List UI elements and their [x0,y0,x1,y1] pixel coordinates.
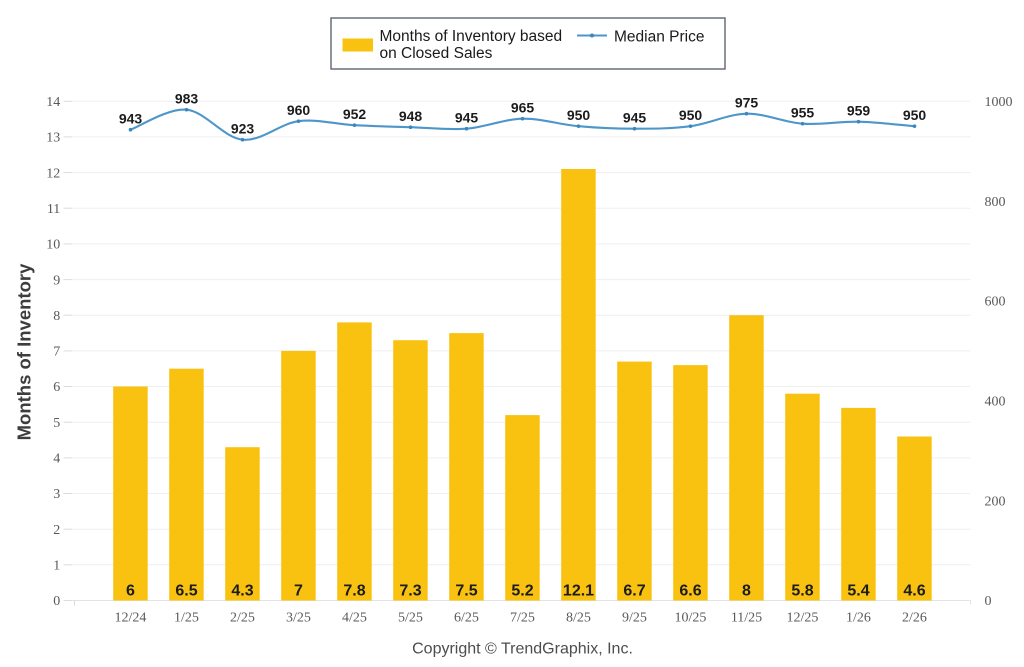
svg-text:7.3: 7.3 [399,583,421,600]
svg-text:7: 7 [294,583,303,600]
svg-text:983: 983 [175,91,199,107]
svg-text:6.5: 6.5 [175,583,197,600]
svg-text:7.8: 7.8 [343,583,365,600]
svg-text:3/25: 3/25 [286,611,311,626]
svg-text:6: 6 [53,380,60,395]
svg-text:1/25: 1/25 [174,611,199,626]
svg-text:5.2: 5.2 [511,583,533,600]
svg-text:10: 10 [46,238,60,253]
svg-text:600: 600 [985,295,1006,310]
svg-text:952: 952 [343,106,367,122]
svg-text:0: 0 [985,594,992,609]
svg-text:1000: 1000 [985,95,1013,110]
svg-text:943: 943 [119,111,143,127]
svg-text:4.6: 4.6 [903,583,925,600]
svg-text:12/24: 12/24 [115,611,147,626]
svg-text:Median Price: Median Price [614,29,704,46]
svg-text:on Closed Sales: on Closed Sales [380,45,493,62]
svg-text:5.4: 5.4 [847,583,869,600]
svg-text:2: 2 [53,523,60,538]
svg-text:12.1: 12.1 [563,583,594,600]
svg-text:9/25: 9/25 [622,611,647,626]
svg-text:800: 800 [985,195,1006,210]
svg-text:7: 7 [53,345,60,360]
svg-text:14: 14 [46,95,60,110]
svg-text:5/25: 5/25 [398,611,423,626]
svg-text:8/25: 8/25 [566,611,591,626]
svg-text:12: 12 [46,166,60,181]
svg-text:965: 965 [511,100,535,116]
svg-text:11/25: 11/25 [731,611,762,626]
svg-text:9: 9 [53,273,60,288]
svg-text:10/25: 10/25 [675,611,707,626]
svg-text:13: 13 [46,131,60,146]
svg-text:2/25: 2/25 [230,611,255,626]
svg-text:Copyright © TrendGraphix, Inc.: Copyright © TrendGraphix, Inc. [412,641,633,658]
svg-text:4.3: 4.3 [231,583,253,600]
svg-text:950: 950 [679,107,703,123]
svg-text:959: 959 [847,103,871,119]
svg-text:945: 945 [623,110,647,126]
svg-text:2/26: 2/26 [902,611,927,626]
svg-text:6: 6 [126,583,135,600]
svg-text:5.8: 5.8 [791,583,813,600]
svg-text:7/25: 7/25 [510,611,535,626]
svg-text:1/26: 1/26 [846,611,871,626]
svg-text:6/25: 6/25 [454,611,479,626]
svg-text:6.6: 6.6 [679,583,701,600]
svg-text:400: 400 [985,395,1006,410]
svg-text:8: 8 [53,309,60,324]
svg-text:8: 8 [742,583,751,600]
svg-text:948: 948 [399,108,423,124]
svg-text:945: 945 [455,110,479,126]
svg-text:4/25: 4/25 [342,611,367,626]
svg-text:1: 1 [53,559,60,574]
svg-text:4: 4 [53,452,60,467]
svg-text:975: 975 [735,95,759,111]
svg-text:11: 11 [47,202,60,217]
svg-text:955: 955 [791,105,815,121]
svg-text:5: 5 [53,416,60,431]
svg-text:923: 923 [231,121,255,137]
svg-text:7.5: 7.5 [455,583,477,600]
svg-text:0: 0 [53,594,60,609]
svg-text:950: 950 [903,107,927,123]
svg-text:960: 960 [287,102,311,118]
svg-text:950: 950 [567,107,591,123]
svg-text:12/25: 12/25 [787,611,819,626]
svg-text:3: 3 [53,487,60,502]
svg-text:Months of Inventory based: Months of Inventory based [380,28,563,45]
svg-text:6.7: 6.7 [623,583,645,600]
svg-text:200: 200 [985,494,1006,509]
svg-text:Months of Inventory: Months of Inventory [14,263,35,440]
